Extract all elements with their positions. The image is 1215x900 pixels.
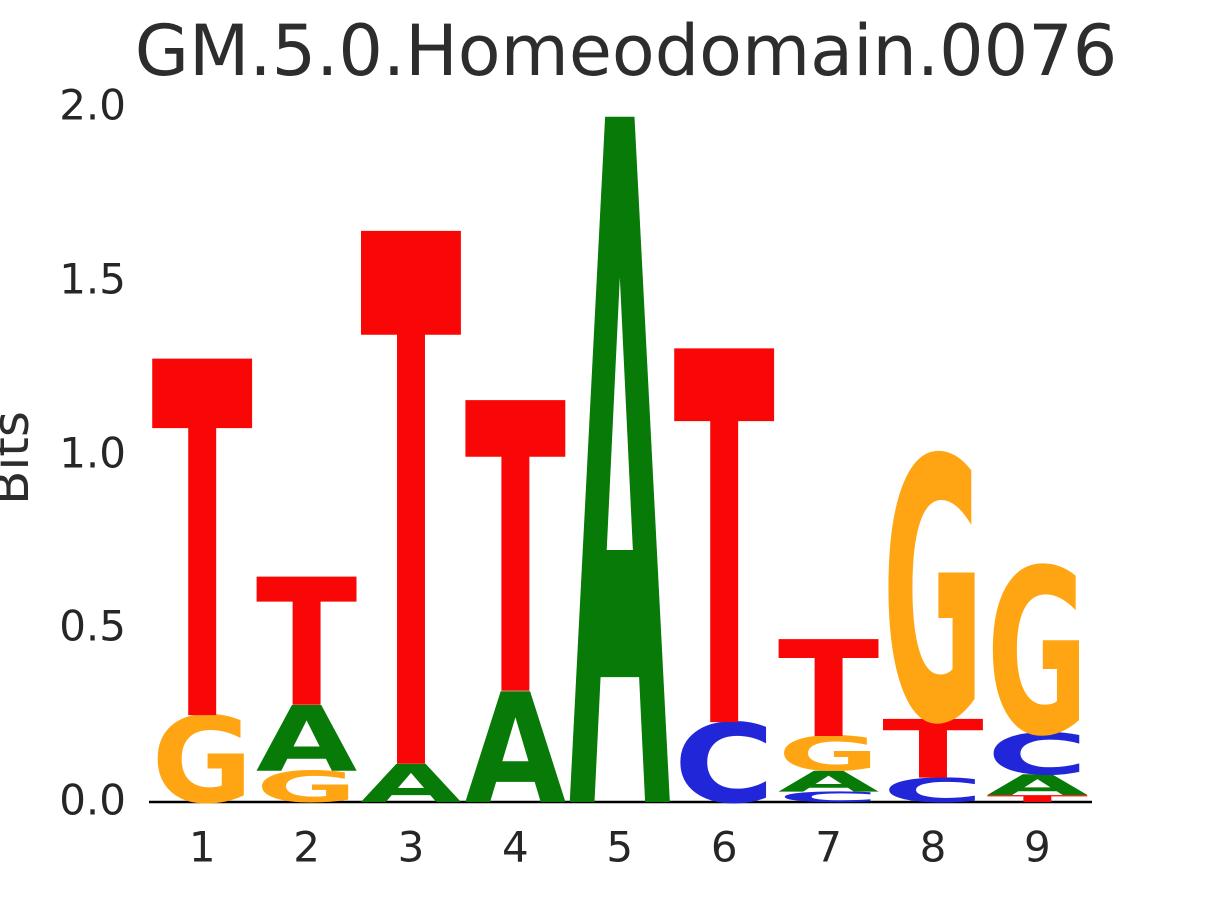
logo-letter-T-pos1: T bbox=[152, 262, 254, 831]
logo-letter-C-pos9: C bbox=[987, 722, 1088, 789]
logo-letter-T-pos4: T bbox=[465, 320, 567, 785]
logo-letter-G-pos9: G bbox=[987, 523, 1088, 787]
logo-letter-C-pos6: C bbox=[674, 701, 775, 828]
y-tick-label: 0.0 bbox=[59, 775, 126, 825]
logo-letter-G-pos1: G bbox=[152, 692, 253, 830]
logo-letter-G-pos2: G bbox=[256, 763, 357, 812]
logo-letter-T-pos6: T bbox=[674, 247, 776, 844]
x-tick-label: 1 bbox=[188, 822, 216, 872]
logo-letter-T-pos3: T bbox=[360, 87, 462, 900]
logo-letter-A-pos4: A bbox=[465, 663, 566, 839]
logo-letter-C-pos8: C bbox=[882, 771, 983, 810]
logo-letter-A-pos7: A bbox=[778, 766, 880, 799]
logo-letter-T-pos8: T bbox=[882, 704, 983, 797]
logo-letter-A-pos3: A bbox=[360, 754, 462, 815]
x-tick-label: 6 bbox=[710, 822, 738, 872]
logo-letter-A-pos2: A bbox=[256, 688, 358, 792]
x-tick-label: 5 bbox=[606, 822, 634, 872]
x-tick-label: 2 bbox=[293, 822, 320, 872]
x-tick-label: 7 bbox=[815, 822, 842, 872]
x-tick-label: 9 bbox=[1024, 822, 1051, 872]
logo-letter-C-pos7: C bbox=[778, 789, 879, 806]
logo-letter-G-pos7: G bbox=[778, 727, 879, 782]
logo-letter-T-pos7: T bbox=[778, 613, 879, 768]
x-tick-label: 8 bbox=[919, 822, 947, 872]
y-tick-label: 1.5 bbox=[59, 254, 126, 304]
y-tick-label: 2.0 bbox=[59, 80, 126, 130]
y-tick-label: 1.0 bbox=[59, 428, 126, 478]
x-tick-label: 4 bbox=[502, 822, 529, 872]
logo-letter-A-pos5: A bbox=[569, 0, 671, 900]
logo-letter-A-pos9: A bbox=[987, 769, 1089, 802]
x-tick-label: 3 bbox=[397, 822, 425, 872]
chart-title: GM.5.0.Homeodomain.0076 bbox=[134, 10, 1118, 92]
logo-letter-T-pos9: T bbox=[987, 793, 1090, 804]
logo-letter-G-pos8: G bbox=[882, 385, 983, 805]
y-tick-label: 0.5 bbox=[59, 601, 126, 651]
logo-letter-T-pos2: T bbox=[256, 541, 357, 746]
